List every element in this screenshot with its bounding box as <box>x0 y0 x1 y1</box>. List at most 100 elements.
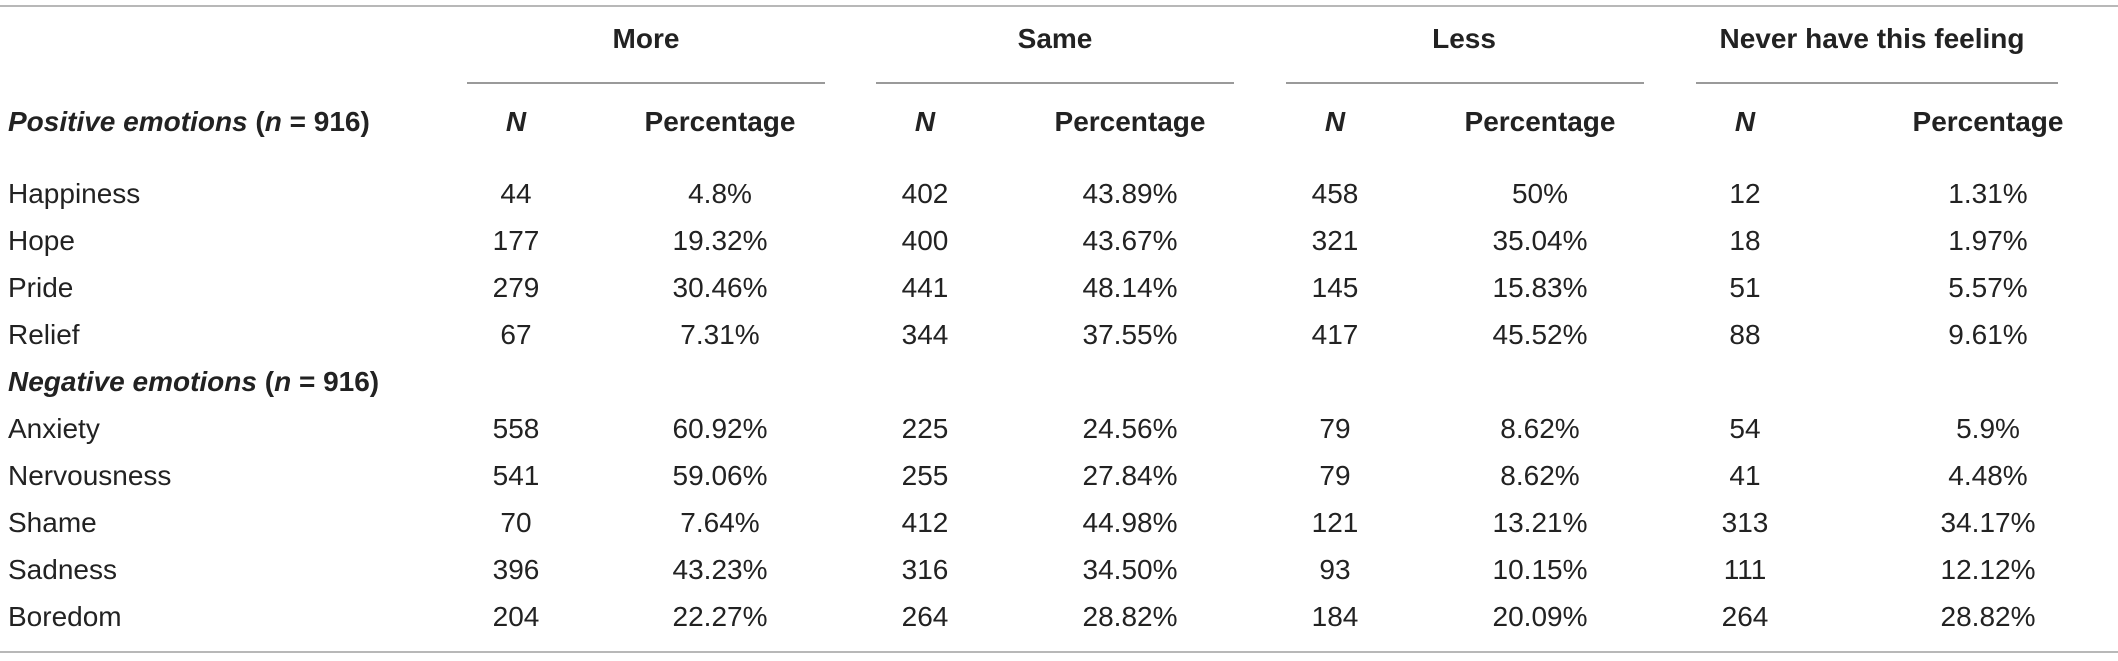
subheader-n-never: N <box>1734 106 1756 137</box>
cell-same-pct: 24.56% <box>1082 413 1178 444</box>
row-label: Anxiety <box>8 413 100 444</box>
cell-same-pct: 43.89% <box>1082 178 1178 209</box>
cell-more-n: 67 <box>500 319 532 350</box>
cell-less-n: 321 <box>1311 225 1359 256</box>
cell-never-n: 264 <box>1721 601 1769 632</box>
cell-never-n: 313 <box>1721 507 1769 538</box>
subheader-n-less: N <box>1324 106 1346 137</box>
subheader-pct-never: Percentage <box>1912 106 2064 137</box>
cell-never-pct: 5.9% <box>1956 413 2020 444</box>
cell-never-pct: 4.48% <box>1948 460 2028 491</box>
cell-more-n: 70 <box>500 507 532 538</box>
cell-more-pct: 22.27% <box>672 601 768 632</box>
cell-more-n: 44 <box>500 178 532 209</box>
table-bottom-rule <box>0 651 2118 653</box>
cell-less-n: 93 <box>1319 554 1351 585</box>
group-underline-never <box>1696 82 2058 84</box>
cell-less-pct: 13.21% <box>1492 507 1588 538</box>
cell-less-n: 184 <box>1311 601 1359 632</box>
cell-never-n: 51 <box>1729 272 1761 303</box>
cell-same-n: 402 <box>901 178 949 209</box>
row-label: Happiness <box>8 178 141 209</box>
cell-more-n: 204 <box>492 601 540 632</box>
cell-same-n: 264 <box>901 601 949 632</box>
cell-less-pct: 15.83% <box>1492 272 1588 303</box>
subheader-n-same: N <box>914 106 936 137</box>
group-underline-same <box>876 82 1234 84</box>
subheader-n-more: N <box>505 106 527 137</box>
subheader-pct-more: Percentage <box>644 106 796 137</box>
cell-more-n: 279 <box>492 272 540 303</box>
cell-same-pct: 28.82% <box>1082 601 1178 632</box>
cell-more-pct: 4.8% <box>688 178 752 209</box>
cell-less-n: 458 <box>1311 178 1359 209</box>
cell-less-n: 79 <box>1319 460 1351 491</box>
cell-less-n: 417 <box>1311 319 1359 350</box>
group-underline-more <box>467 82 825 84</box>
cell-never-pct: 28.82% <box>1940 601 2036 632</box>
group-header-more: More <box>612 23 680 54</box>
cell-less-n: 79 <box>1319 413 1351 444</box>
cell-never-pct: 1.97% <box>1948 225 2028 256</box>
cell-less-n: 145 <box>1311 272 1359 303</box>
cell-same-n: 412 <box>901 507 949 538</box>
cell-same-pct: 34.50% <box>1082 554 1178 585</box>
cell-never-n: 18 <box>1729 225 1761 256</box>
cell-more-pct: 7.31% <box>680 319 760 350</box>
cell-more-n: 396 <box>492 554 540 585</box>
cell-same-pct: 27.84% <box>1082 460 1178 491</box>
cell-less-pct: 50% <box>1511 178 1569 209</box>
group-header-never: Never have this feeling <box>1719 23 2025 54</box>
cell-more-pct: 19.32% <box>672 225 768 256</box>
cell-never-pct: 9.61% <box>1948 319 2028 350</box>
section-label-negative: Negative emotions (n = 916) <box>8 366 380 397</box>
cell-same-n: 441 <box>901 272 949 303</box>
cell-never-n: 111 <box>1723 554 1767 585</box>
cell-never-n: 12 <box>1729 178 1761 209</box>
cell-never-n: 54 <box>1729 413 1761 444</box>
row-label: Relief <box>8 319 80 350</box>
row-label: Sadness <box>8 554 117 585</box>
cell-same-pct: 44.98% <box>1082 507 1178 538</box>
subheader-pct-less: Percentage <box>1464 106 1616 137</box>
cell-never-pct: 1.31% <box>1948 178 2028 209</box>
cell-less-pct: 20.09% <box>1492 601 1588 632</box>
cell-more-pct: 60.92% <box>672 413 768 444</box>
cell-more-n: 177 <box>492 225 540 256</box>
group-header-less: Less <box>1432 23 1496 54</box>
group-underline-less <box>1286 82 1644 84</box>
cell-more-n: 541 <box>492 460 540 491</box>
cell-never-pct: 12.12% <box>1940 554 2036 585</box>
cell-same-pct: 48.14% <box>1082 272 1178 303</box>
cell-more-pct: 30.46% <box>672 272 768 303</box>
row-label: Hope <box>8 225 75 256</box>
table-top-rule <box>0 5 2118 7</box>
cell-more-pct: 7.64% <box>680 507 760 538</box>
cell-same-n: 400 <box>901 225 949 256</box>
cell-same-n: 255 <box>901 460 949 491</box>
row-label: Shame <box>8 507 97 538</box>
row-label: Boredom <box>8 601 122 632</box>
cell-more-pct: 59.06% <box>672 460 768 491</box>
cell-less-pct: 35.04% <box>1492 225 1588 256</box>
cell-more-pct: 43.23% <box>672 554 768 585</box>
cell-never-n: 88 <box>1729 319 1761 350</box>
cell-never-pct: 34.17% <box>1940 507 2036 538</box>
cell-less-n: 121 <box>1311 507 1359 538</box>
row-label: Nervousness <box>8 460 172 491</box>
cell-same-n: 344 <box>901 319 949 350</box>
subheader-pct-same: Percentage <box>1054 106 1206 137</box>
cell-more-n: 558 <box>492 413 540 444</box>
cell-less-pct: 45.52% <box>1492 319 1588 350</box>
cell-less-pct: 8.62% <box>1500 413 1580 444</box>
section-label-positive: Positive emotions (n = 916) <box>8 106 370 137</box>
cell-same-n: 316 <box>901 554 949 585</box>
group-header-same: Same <box>1017 23 1093 54</box>
row-label: Pride <box>8 272 74 303</box>
cell-less-pct: 8.62% <box>1500 460 1580 491</box>
cell-same-pct: 37.55% <box>1082 319 1178 350</box>
cell-same-n: 225 <box>901 413 949 444</box>
cell-never-pct: 5.57% <box>1948 272 2028 303</box>
cell-same-pct: 43.67% <box>1082 225 1178 256</box>
